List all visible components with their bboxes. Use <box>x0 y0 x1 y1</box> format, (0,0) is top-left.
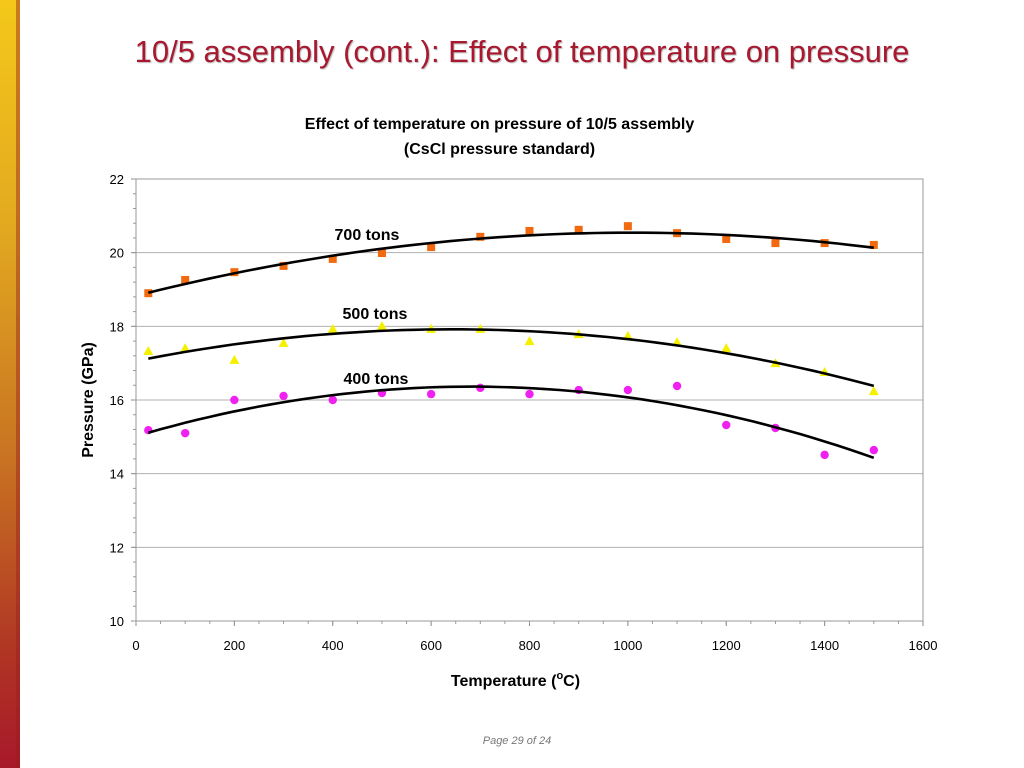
data-point-square <box>722 235 731 244</box>
data-point-square <box>279 261 288 270</box>
x-tick-label: 1400 <box>810 638 839 653</box>
slide-title: 10/5 assembly (cont.): Effect of tempera… <box>134 34 910 69</box>
x-tick-label: 400 <box>322 638 344 653</box>
x-tick-label: 600 <box>420 638 442 653</box>
data-point-circle <box>230 395 239 405</box>
data-point-triangle <box>180 343 191 353</box>
data-point-circle <box>722 420 731 430</box>
x-tick-label: 1200 <box>712 638 741 653</box>
y-tick-label: 20 <box>110 246 124 261</box>
series-label: 400 tons <box>344 371 409 388</box>
y-tick-label: 10 <box>110 614 124 629</box>
data-point-triangle <box>376 320 387 330</box>
data-point-circle <box>180 428 190 438</box>
data-point-triangle <box>278 337 289 347</box>
data-point-square <box>771 239 780 248</box>
data-point-square <box>181 275 190 284</box>
data-point-triangle <box>229 354 240 364</box>
series-label: 500 tons <box>343 306 408 323</box>
x-axis-label: Temperature (oC) <box>451 670 580 690</box>
data-point-square <box>427 243 436 252</box>
series-label: 700 tons <box>335 227 400 244</box>
trendline <box>148 328 875 388</box>
y-tick-label: 22 <box>110 172 124 187</box>
data-point-circle <box>820 450 829 460</box>
data-point-square <box>574 225 583 234</box>
y-tick-label: 16 <box>110 393 124 408</box>
data-point-square <box>328 254 337 263</box>
data-point-triangle <box>143 346 154 356</box>
chart-subtitle: (CsCl pressure standard) <box>403 141 596 158</box>
data-point-square <box>869 240 878 249</box>
y-axis-label: Pressure (GPa) <box>80 342 97 458</box>
data-point-square <box>623 222 632 231</box>
data-point-circle <box>672 381 682 391</box>
y-tick-label: 18 <box>110 319 124 334</box>
data-point-circle <box>525 389 534 399</box>
data-point-circle <box>623 385 633 395</box>
page-footer: Page 29 of 24 <box>482 735 552 747</box>
data-point-square <box>144 289 153 298</box>
data-point-square <box>377 249 386 258</box>
data-point-triangle <box>868 386 879 396</box>
y-tick-label: 14 <box>110 467 124 482</box>
data-point-circle <box>279 391 288 401</box>
data-point-square <box>476 232 485 241</box>
x-tick-label: 800 <box>519 638 541 653</box>
data-point-triangle <box>327 323 338 333</box>
chart-title: Effect of temperature on pressure of 10/… <box>304 116 695 133</box>
plot-area <box>135 178 924 622</box>
x-tick-label: 1600 <box>909 638 938 653</box>
data-point-triangle <box>524 336 535 346</box>
x-tick-label: 200 <box>224 638 246 653</box>
y-tick-label: 12 <box>110 540 124 555</box>
data-point-triangle <box>721 343 732 353</box>
data-point-circle <box>869 445 879 455</box>
decorative-sidebar <box>0 0 20 768</box>
data-point-circle <box>426 389 436 399</box>
x-tick-label: 0 <box>132 638 139 653</box>
data-point-square <box>525 226 534 235</box>
x-tick-label: 1000 <box>613 638 642 653</box>
data-point-circle <box>328 395 337 405</box>
trendline <box>147 385 875 460</box>
trendline <box>147 231 874 295</box>
